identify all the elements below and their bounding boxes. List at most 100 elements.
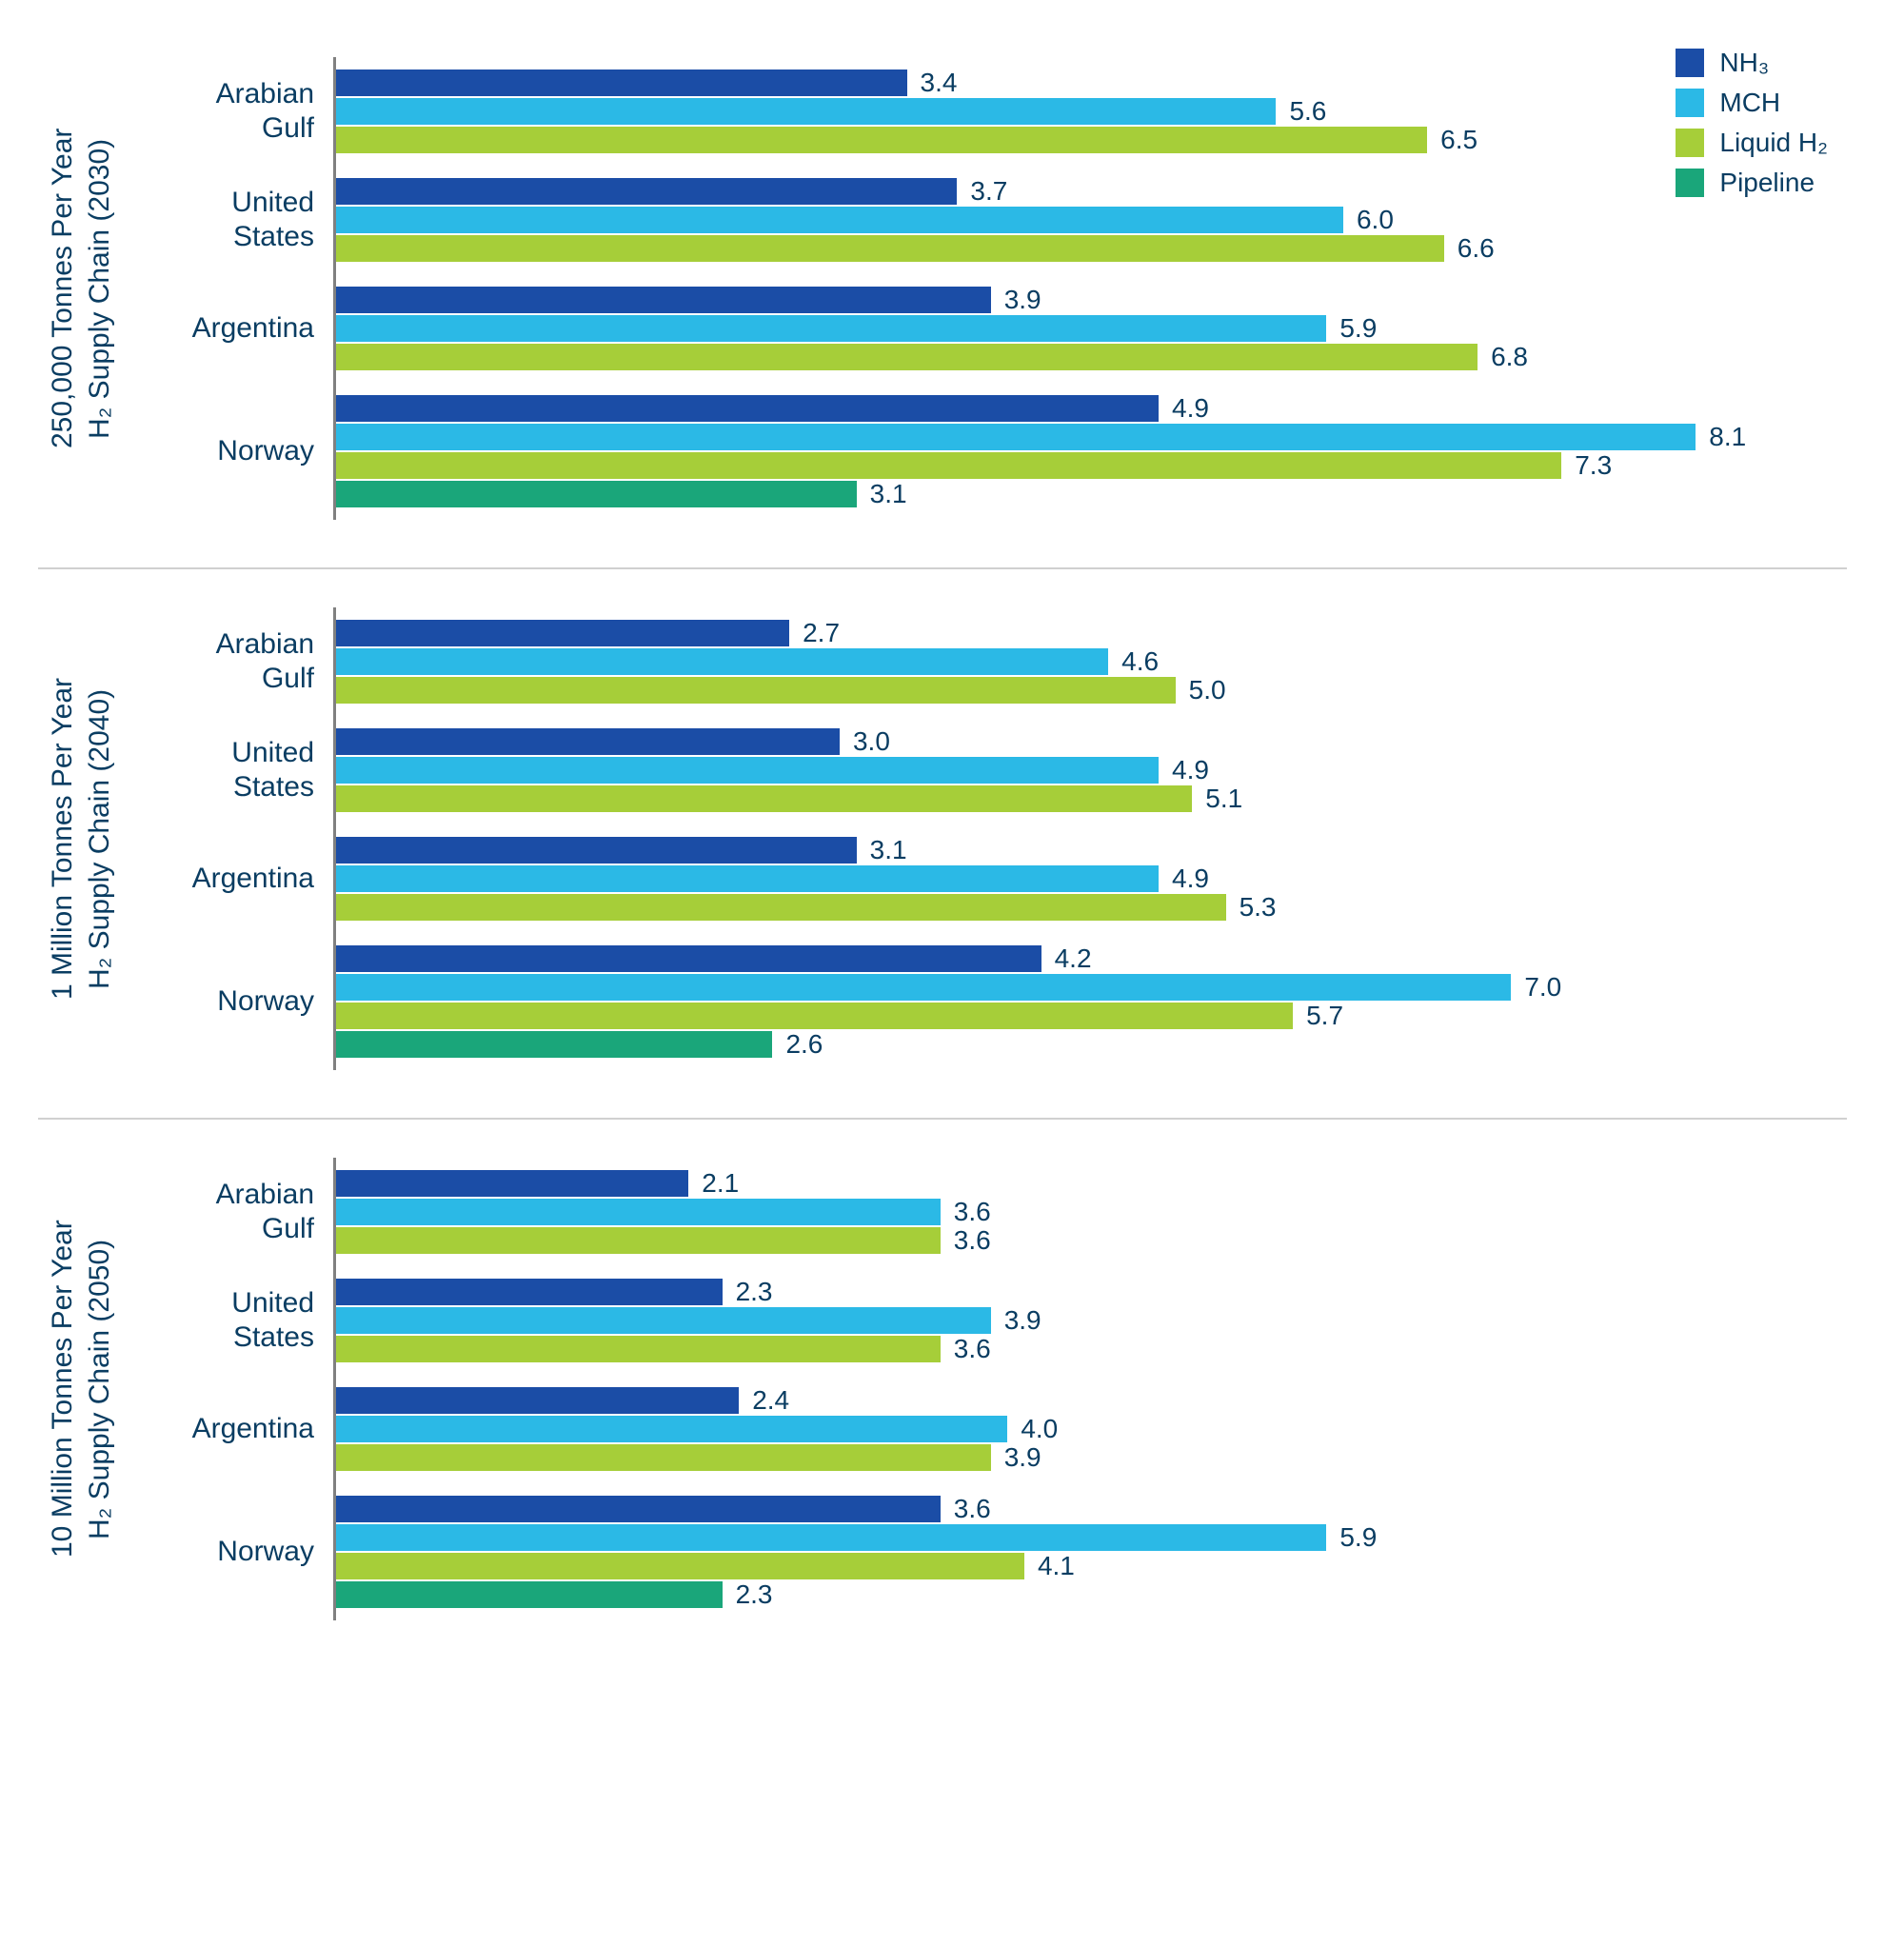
bar-row: 2.4 — [336, 1387, 1847, 1414]
bar-liquidh2 — [336, 344, 1478, 370]
bar-row: 3.6 — [336, 1199, 1847, 1225]
bar-value-label: 2.3 — [736, 1277, 773, 1307]
bar-liquidh2 — [336, 452, 1561, 479]
bar-value-label: 3.9 — [1004, 1305, 1041, 1336]
category-label: UnitedStates — [124, 716, 333, 824]
bar-value-label: 3.4 — [921, 68, 958, 98]
bar-value-label: 6.5 — [1440, 125, 1478, 155]
bar-value-label: 4.1 — [1038, 1551, 1075, 1581]
legend-swatch-nh3 — [1676, 49, 1704, 77]
bar-row: 2.3 — [336, 1279, 1847, 1305]
category-label: ArabianGulf — [124, 607, 333, 716]
bar-value-label: 2.6 — [785, 1029, 823, 1060]
panels-container: 250,000 Tonnes Per YearH₂ Supply Chain (… — [38, 38, 1847, 1649]
h2-supply-chain-chart: NH₃ MCH Liquid H₂ Pipeline 250,000 Tonne… — [38, 38, 1847, 1649]
bar-value-label: 4.9 — [1172, 755, 1209, 785]
bar-row: 4.9 — [336, 757, 1847, 784]
bar-nh3 — [336, 837, 857, 864]
bar-value-label: 3.1 — [870, 835, 907, 865]
bar-row: 3.6 — [336, 1336, 1847, 1362]
category-label: Argentina — [124, 824, 333, 933]
bar-liquidh2 — [336, 1003, 1293, 1029]
legend-swatch-liquidh2 — [1676, 129, 1704, 157]
bar-value-label: 5.6 — [1289, 96, 1326, 127]
bar-nh3 — [336, 1279, 723, 1305]
legend-item: NH₃ — [1676, 48, 1828, 78]
bar-mch — [336, 1524, 1326, 1551]
category-labels: ArabianGulfUnitedStatesArgentinaNorway — [124, 57, 333, 520]
bar-value-label: 4.2 — [1055, 943, 1092, 974]
bar-value-label: 3.6 — [954, 1334, 991, 1364]
bar-value-label: 3.7 — [970, 176, 1007, 207]
bar-row: 5.1 — [336, 785, 1847, 812]
plot-area: ArabianGulfUnitedStatesArgentinaNorway3.… — [124, 57, 1847, 520]
category-group: 2.44.03.9 — [336, 1375, 1847, 1483]
category-group: 2.3 3.9 3.6 — [336, 1266, 1847, 1375]
bar-value-label: 5.3 — [1240, 892, 1277, 923]
bar-liquidh2 — [336, 235, 1444, 262]
panel-y-title: 1 Million Tonnes Per YearH₂ Supply Chain… — [38, 607, 124, 1070]
category-group: 3.4 5.6 6.5 — [336, 57, 1847, 166]
legend-swatch-pipeline — [1676, 169, 1704, 197]
bar-value-label: 3.9 — [1004, 1442, 1041, 1473]
category-labels: ArabianGulfUnitedStatesArgentinaNorway — [124, 607, 333, 1070]
bar-row: 4.9 — [336, 865, 1847, 892]
bar-value-label: 6.0 — [1357, 205, 1394, 235]
bar-value-label: 7.0 — [1524, 972, 1561, 1003]
bar-mch — [336, 424, 1696, 450]
bar-value-label: 4.9 — [1172, 864, 1209, 894]
bar-row: 3.9 — [336, 1444, 1847, 1471]
bar-value-label: 6.8 — [1491, 342, 1528, 372]
bar-value-label: 2.1 — [702, 1168, 739, 1199]
bars-region: 2.74.65.03.04.95.13.14.95.34.27.05.72.6 — [333, 607, 1847, 1070]
bar-row: 6.5 — [336, 127, 1847, 153]
legend-swatch-mch — [1676, 89, 1704, 117]
bar-value-label: 8.1 — [1709, 422, 1746, 452]
bar-value-label: 3.1 — [870, 479, 907, 509]
bar-row: 4.6 — [336, 648, 1847, 675]
bar-mch — [336, 207, 1343, 233]
bar-nh3 — [336, 728, 840, 755]
bar-value-label: 5.7 — [1306, 1001, 1343, 1031]
category-label: Norway — [124, 383, 333, 520]
chart-panel: 1 Million Tonnes Per YearH₂ Supply Chain… — [38, 567, 1847, 1099]
category-group: 2.74.65.0 — [336, 607, 1847, 716]
bar-value-label: 2.3 — [736, 1579, 773, 1610]
bar-row: 7.0 — [336, 974, 1847, 1001]
bar-row: 3.6 — [336, 1496, 1847, 1522]
bars-region: 3.45.66.53.76.06.63.95.96.84.98.17.33.1 — [333, 57, 1847, 520]
category-group: 2.13.63.6 — [336, 1158, 1847, 1266]
bar-value-label: 3.9 — [1004, 285, 1041, 315]
category-label: Argentina — [124, 274, 333, 383]
bar-row: 4.1 — [336, 1553, 1847, 1579]
bar-row: 5.6 — [336, 98, 1847, 125]
bar-pipeline — [336, 1581, 723, 1608]
bar-liquidh2 — [336, 785, 1192, 812]
bar-value-label: 5.1 — [1205, 784, 1242, 814]
bar-row: 4.9 — [336, 395, 1847, 422]
bar-value-label: 2.7 — [803, 618, 840, 648]
legend-label: MCH — [1719, 88, 1780, 118]
panel-y-title: 250,000 Tonnes Per YearH₂ Supply Chain (… — [38, 57, 124, 520]
bar-pipeline — [336, 481, 857, 507]
bar-row: 3.9 — [336, 287, 1847, 313]
bar-nh3 — [336, 1170, 688, 1197]
bar-nh3 — [336, 178, 957, 205]
bar-mch — [336, 1199, 941, 1225]
bar-row: 2.3 — [336, 1581, 1847, 1608]
bar-row: 5.0 — [336, 677, 1847, 704]
bar-liquidh2 — [336, 1444, 991, 1471]
bar-liquidh2 — [336, 894, 1226, 921]
bar-liquidh2 — [336, 127, 1427, 153]
chart-panel: 250,000 Tonnes Per YearH₂ Supply Chain (… — [38, 38, 1847, 548]
bar-value-label: 6.6 — [1458, 233, 1495, 264]
bar-row: 7.3 — [336, 452, 1847, 479]
category-label: ArabianGulf — [124, 1158, 333, 1266]
bar-row: 2.7 — [336, 620, 1847, 646]
bar-row: 3.0 — [336, 728, 1847, 755]
category-group: 4.98.17.33.1 — [336, 383, 1847, 520]
bar-row: 5.9 — [336, 315, 1847, 342]
bar-nh3 — [336, 287, 991, 313]
category-group: 3.95.96.8 — [336, 274, 1847, 383]
bar-liquidh2 — [336, 1336, 941, 1362]
